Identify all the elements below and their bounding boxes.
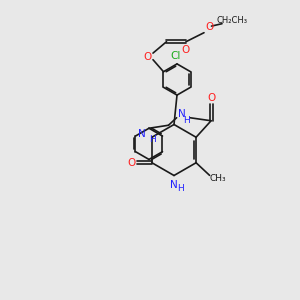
- Text: O: O: [205, 22, 214, 32]
- Text: O: O: [182, 45, 190, 55]
- Text: H: H: [183, 116, 190, 125]
- Text: N: N: [170, 180, 178, 190]
- Text: CH₂CH₃: CH₂CH₃: [217, 16, 248, 25]
- Text: CH₃: CH₃: [210, 174, 226, 183]
- Text: O: O: [143, 52, 152, 62]
- Text: O: O: [128, 158, 136, 168]
- Text: Cl: Cl: [170, 50, 181, 61]
- Text: O: O: [207, 93, 215, 103]
- Text: N: N: [138, 129, 145, 139]
- Text: H: H: [177, 184, 184, 193]
- Text: N: N: [178, 109, 186, 119]
- Text: H: H: [149, 134, 156, 143]
